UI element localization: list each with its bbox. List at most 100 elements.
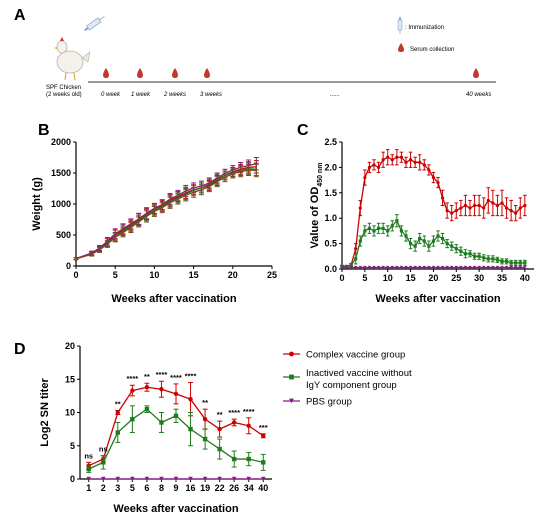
- data-point: [188, 426, 193, 432]
- time-label-0: 0 week: [101, 92, 121, 98]
- data-point: [509, 261, 513, 265]
- y-tick-label: 5: [70, 441, 75, 451]
- data-point: [413, 160, 417, 164]
- data-point: [463, 203, 468, 208]
- data-point: [217, 446, 222, 452]
- data-point: [500, 201, 504, 205]
- data-point: [202, 416, 208, 422]
- data-point: [217, 476, 222, 482]
- time-label-40: 40 weeks: [466, 92, 491, 98]
- data-point: [450, 265, 454, 270]
- data-point: [231, 476, 237, 482]
- panel-label-a: A: [14, 7, 26, 24]
- data-point: [188, 476, 193, 482]
- data-point: [468, 206, 472, 210]
- data-point: [491, 201, 495, 205]
- data-point: [363, 175, 367, 180]
- blood-drop-icon: [137, 68, 143, 78]
- data-point: [404, 234, 408, 238]
- data-point: [376, 226, 381, 230]
- data-point: [289, 351, 294, 357]
- panel-label-c: C: [297, 122, 309, 139]
- data-point: [523, 261, 527, 265]
- data-point: [504, 265, 509, 270]
- x-tick-label: 5: [113, 270, 118, 280]
- data-point: [390, 224, 394, 228]
- blood-drop-icon: [473, 68, 479, 78]
- data-point: [354, 247, 358, 251]
- x-tick-label: 0: [339, 273, 344, 283]
- data-point: [367, 265, 372, 270]
- data-point: [376, 265, 381, 270]
- blood-drop-icon: [204, 68, 210, 78]
- significance-label: **: [202, 398, 208, 407]
- x-tick-label: 20: [228, 270, 238, 280]
- x-tick-label: 10: [383, 273, 393, 283]
- data-point: [246, 456, 251, 462]
- data-point: [363, 229, 367, 233]
- time-label-3: 3 weeks: [200, 92, 222, 98]
- significance-label: **: [115, 400, 121, 409]
- data-point: [340, 265, 344, 270]
- significance-label: ****: [156, 370, 168, 379]
- data-point: [358, 206, 362, 210]
- data-point: [445, 208, 449, 213]
- data-point: [477, 254, 481, 258]
- data-point: [518, 265, 522, 270]
- data-point: [486, 257, 490, 261]
- data-point: [413, 265, 417, 270]
- legend-label: Complex vaccine group: [306, 350, 405, 361]
- data-point: [367, 226, 372, 230]
- data-point: [436, 265, 440, 270]
- x-tick-label: 9: [173, 483, 178, 493]
- data-point: [486, 198, 490, 203]
- legend-immunization-label: : Immunization: [405, 25, 444, 31]
- x-tick-label: 16: [186, 483, 196, 493]
- y-tick-label: 0.0: [324, 264, 337, 274]
- data-point: [386, 155, 390, 159]
- data-point: [159, 476, 164, 482]
- data-point: [504, 206, 509, 210]
- data-point: [491, 257, 495, 261]
- data-point: [261, 433, 266, 438]
- data-point: [173, 476, 179, 482]
- syringe-legend-icon: [397, 17, 403, 34]
- x-tick-label: 34: [244, 483, 254, 493]
- data-point: [372, 163, 376, 167]
- x-tick-label: 5: [362, 273, 367, 283]
- data-point: [491, 265, 495, 270]
- data-point: [454, 247, 458, 251]
- y-tick-label: 1000: [51, 199, 71, 209]
- data-point: [459, 249, 463, 253]
- data-point: [173, 413, 179, 419]
- data-point: [482, 265, 486, 270]
- data-point: [86, 466, 91, 472]
- x-tick-label: 40: [520, 273, 530, 283]
- data-point: [422, 163, 426, 167]
- x-tick-label: 22: [215, 483, 225, 493]
- legend-label: Inactived vaccine without: [306, 368, 412, 379]
- y-tick-label: 2.5: [324, 137, 337, 147]
- x-tick-label: 6: [144, 483, 149, 493]
- y-tick-label: 0.5: [324, 239, 337, 249]
- y-tick-label: 10: [65, 408, 75, 418]
- y-tick-label: 0: [66, 261, 71, 271]
- data-point: [514, 261, 518, 265]
- panel-label-d: D: [14, 341, 26, 358]
- x-axis-title: Weeks after vaccination: [113, 503, 238, 515]
- x-tick-label: 30: [474, 273, 484, 283]
- y-tick-label: 1.0: [324, 213, 337, 223]
- x-tick-label: 35: [497, 273, 507, 283]
- data-point: [381, 158, 385, 162]
- x-tick-label: 40: [258, 483, 268, 493]
- data-point: [495, 203, 500, 208]
- data-point: [450, 211, 454, 215]
- legend-serum-label: Serum collection: [410, 47, 454, 53]
- data-point: [231, 420, 237, 425]
- data-point: [188, 397, 193, 402]
- data-point: [399, 155, 404, 159]
- animal-label-line1: SPF Chicken: [46, 85, 81, 91]
- data-point: [518, 206, 522, 210]
- data-point: [404, 160, 408, 164]
